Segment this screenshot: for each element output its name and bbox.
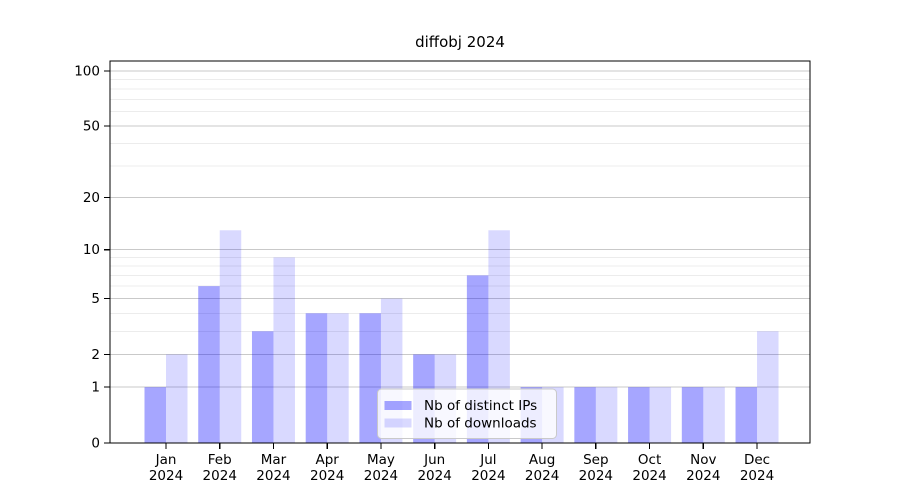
x-tick-year-aug: 2024 [525,468,559,484]
bar-downloads-feb [219,230,242,443]
bar-distinct-ips-oct [628,387,650,443]
y-tick-label-50: 50 [83,119,100,135]
bar-downloads-mar [273,257,295,443]
x-tick-year-apr: 2024 [310,468,344,484]
legend-box [377,388,557,439]
x-tick-year-jan: 2024 [149,468,183,484]
plot-border [109,60,811,444]
y-tick-label-1: 1 [91,380,100,396]
bar-distinct-ips-nov [681,387,704,443]
x-tick-label-apr: Apr [316,452,340,468]
legend-label-distinct-ips: Nb of distinct IPs [424,398,537,414]
y-tick-label-5: 5 [91,291,100,307]
x-tick-year-jun: 2024 [417,468,451,484]
bar-downloads-dec [757,331,779,443]
x-tick-label-feb: Feb [208,452,232,468]
y-tick-label-100: 100 [74,63,100,79]
x-tick-year-sep: 2024 [579,468,613,484]
chart-title: diffobj 2024 [415,33,505,51]
legend-label-downloads: Nb of downloads [424,416,537,432]
bar-downloads-sep [595,387,618,443]
legend-swatch-downloads [384,418,412,428]
x-tick-year-oct: 2024 [632,468,666,484]
x-tick-year-mar: 2024 [256,468,290,484]
x-tick-label-jul: Jul [479,452,496,468]
x-tick-label-sep: Sep [583,452,608,468]
x-tick-year-dec: 2024 [740,468,774,484]
x-tick-label-jun: Jun [423,452,445,468]
x-tick-year-nov: 2024 [686,468,720,484]
bar-downloads-oct [649,387,672,443]
y-tick-label-2: 2 [91,347,100,363]
bar-downloads-nov [703,387,725,443]
x-tick-label-mar: Mar [261,452,287,468]
y-tick-label-10: 10 [83,242,100,258]
legend-swatch-distinct-ips [384,401,412,410]
x-tick-label-aug: Aug [529,452,555,468]
bar-distinct-ips-apr [305,313,328,443]
x-tick-label-dec: Dec [744,452,770,468]
bar-distinct-ips-dec [735,387,758,443]
x-tick-year-may: 2024 [364,468,398,484]
bar-distinct-ips-sep [574,387,596,443]
x-tick-year-jul: 2024 [471,468,505,484]
bar-downloads-jan [166,354,188,443]
bar-distinct-ips-jan [144,387,166,443]
legend: Nb of distinct IPs Nb of downloads [377,388,557,439]
bar-distinct-ips-may [359,313,381,443]
y-tick-label-20: 20 [83,190,100,206]
bar-downloads-apr [327,313,349,443]
x-tick-label-oct: Oct [638,452,661,468]
bar-distinct-ips-mar [251,331,274,443]
bar-distinct-ips-feb [198,286,220,443]
x-tick-year-feb: 2024 [203,468,237,484]
x-tick-label-nov: Nov [690,452,716,468]
y-tick-label-0: 0 [91,436,100,452]
x-tick-label-may: May [367,452,395,468]
x-tick-label-jan: Jan [155,452,177,468]
